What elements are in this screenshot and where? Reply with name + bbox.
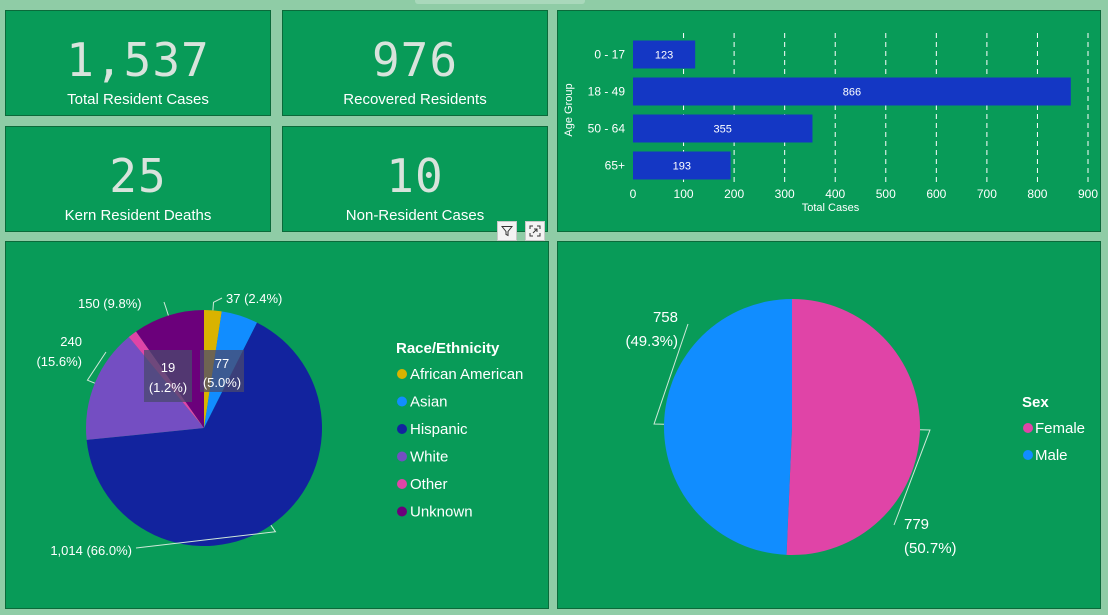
x-tick-label: 300	[775, 187, 795, 201]
slice-data-label: 240 (15.6%)	[36, 334, 82, 369]
x-tick-label: 800	[1027, 187, 1047, 201]
x-tick-label: 100	[674, 187, 694, 201]
data-label-box	[144, 350, 192, 402]
kpi-value: 976	[371, 33, 459, 87]
legend-item-label: Male	[1035, 447, 1068, 464]
data-label-box	[200, 350, 244, 392]
legend-item-label: Female	[1035, 420, 1085, 437]
kpi-label: Total Resident Cases	[67, 91, 209, 108]
sex-pie-chart: 779 (50.7%) 758 (49.3%) Sex Female Male	[625, 299, 1085, 557]
race-ethnicity-pie-chart: 37 (2.4%) 150 (9.8%) 240 (15.6%) 1,014 (66.0…	[36, 291, 523, 558]
slice-data-label: 19 (1.2%)	[149, 360, 187, 395]
x-tick-label: 600	[926, 187, 946, 201]
bar	[633, 77, 1071, 106]
y-tick-label: 65+	[605, 159, 625, 173]
x-tick-label: 200	[724, 187, 744, 201]
leader-line	[893, 429, 931, 526]
y-tick-label: 0 - 17	[594, 48, 625, 62]
legend-item-label: Unknown	[410, 504, 473, 521]
legend-marker	[1023, 423, 1033, 433]
race-ethnicity-chart-tile[interactable]: 37 (2.4%) 150 (9.8%) 240 (15.6%) 1,014 (66.0…	[5, 241, 549, 609]
age-group-bar-chart: 0 100 200 300 400 500 600 700 800 900 Total Cases A…	[563, 33, 1098, 214]
slice-data-label: 77 (5.0%)	[203, 356, 241, 390]
leader-line	[86, 351, 107, 384]
legend-item-label: White	[410, 449, 448, 466]
bar-data-label: 193	[673, 161, 691, 173]
kpi-card-recovered[interactable]: 976 Recovered Residents	[282, 10, 548, 116]
legend-marker	[397, 506, 407, 517]
kpi-value: 25	[109, 149, 167, 203]
kpi-value: 10	[386, 149, 444, 203]
age-group-chart-tile[interactable]: 0 100 200 300 400 500 600 700 800 900 Total Cases A…	[557, 10, 1101, 232]
legend-item-label: Hispanic	[410, 421, 468, 438]
leader-line	[212, 297, 223, 311]
x-tick-label: 900	[1078, 187, 1098, 201]
sex-chart-tile[interactable]: 779 (50.7%) 758 (49.3%) Sex Female Male	[557, 241, 1101, 609]
legend-item-label: Other	[410, 476, 448, 493]
x-tick-label: 400	[825, 187, 845, 201]
kpi-card-non-resident[interactable]: 10 Non-Resident Cases	[282, 126, 548, 232]
slice-data-label: 779 (50.7%)	[904, 516, 957, 557]
leader-line	[163, 301, 169, 316]
slice-data-label: 37 (2.4%)	[226, 291, 282, 306]
legend-marker	[397, 396, 407, 407]
y-axis-title: Age Group	[563, 83, 575, 136]
bar	[633, 151, 731, 180]
legend-title: Race/Ethnicity	[396, 340, 500, 357]
bar-data-label: 355	[714, 124, 732, 136]
kpi-label: Non-Resident Cases	[345, 207, 485, 224]
legend-marker	[1023, 450, 1033, 460]
leader-line	[653, 323, 689, 425]
x-tick-label: 0	[630, 187, 637, 201]
y-tick-label: 50 - 64	[588, 122, 626, 136]
pie-slice	[663, 299, 792, 555]
slice-data-label: 150 (9.8%)	[78, 296, 142, 311]
pie-slice	[86, 322, 322, 546]
x-tick-label: 700	[977, 187, 997, 201]
kpi-label: Recovered Residents	[343, 91, 487, 108]
legend-item-label: Asian	[410, 394, 448, 411]
slice-data-label: 758 (49.3%)	[625, 309, 678, 350]
page-tab-indicator[interactable]	[415, 0, 585, 4]
bar-data-label: 866	[843, 87, 861, 99]
legend-marker	[397, 424, 407, 434]
legend-marker	[397, 479, 407, 489]
kpi-card-deaths[interactable]: 25 Kern Resident Deaths	[5, 126, 271, 232]
legend-item-label: African American	[410, 366, 523, 383]
kpi-value: 1,537	[66, 33, 210, 87]
leader-line	[135, 524, 277, 549]
pie-slice	[786, 299, 920, 555]
legend-marker	[397, 369, 407, 379]
bar	[633, 40, 696, 69]
legend-title: Sex	[1022, 394, 1049, 411]
x-tick-label: 500	[876, 187, 896, 201]
bar	[633, 114, 813, 143]
x-axis-title: Total Cases	[802, 202, 860, 214]
kpi-label: Kern Resident Deaths	[64, 207, 212, 224]
legend-marker	[397, 451, 407, 462]
kpi-card-total-cases[interactable]: 1,537 Total Resident Cases	[5, 10, 271, 116]
slice-data-label: 1,014 (66.0%)	[50, 543, 132, 558]
y-tick-label: 18 - 49	[588, 85, 626, 99]
bar-data-label: 123	[655, 50, 673, 62]
focus-mode-icon[interactable]	[525, 221, 545, 241]
filter-icon[interactable]	[497, 221, 517, 241]
